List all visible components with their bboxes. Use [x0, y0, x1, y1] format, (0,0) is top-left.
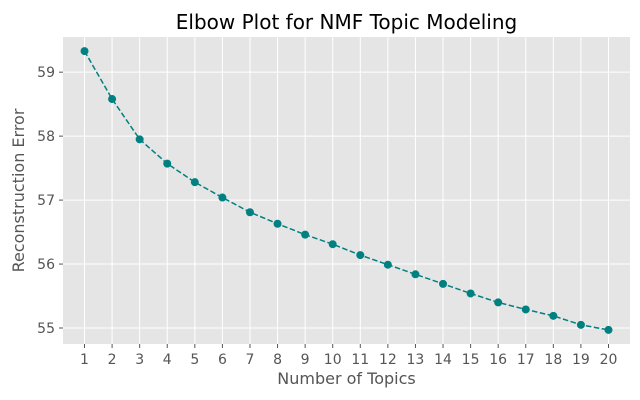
plot-area — [63, 37, 630, 344]
chart-title: Elbow Plot for NMF Topic Modeling — [176, 10, 517, 34]
data-point — [135, 135, 144, 144]
data-point — [190, 178, 199, 187]
data-point — [521, 305, 530, 314]
data-point — [356, 251, 365, 260]
x-tick-label: 9 — [301, 352, 310, 368]
data-point — [108, 95, 117, 104]
y-tick-label: 55 — [37, 321, 55, 337]
x-tick-label: 15 — [462, 352, 480, 368]
series-line — [83, 50, 609, 331]
y-tick-label: 59 — [37, 65, 55, 81]
x-tick-label: 13 — [407, 352, 425, 368]
x-tick-label: 5 — [190, 352, 199, 368]
x-tick-label: 3 — [135, 352, 144, 368]
data-point — [576, 320, 585, 329]
data-point — [383, 260, 392, 269]
x-axis-label: Number of Topics — [277, 369, 415, 388]
x-tick-label: 12 — [379, 352, 397, 368]
data-point — [80, 47, 89, 56]
data-point — [549, 311, 558, 320]
grid-lines — [63, 37, 630, 344]
x-tick-label: 16 — [489, 352, 507, 368]
x-tick-label: 19 — [572, 352, 590, 368]
x-tick-label: 17 — [517, 352, 535, 368]
y-axis-label: Reconstruction Error — [9, 108, 28, 272]
data-point — [439, 279, 448, 288]
x-axis-ticks: 1 2 3 4 5 6 7 8 9 10 11 12 13 14 15 16 17 18 19 20 — [80, 344, 617, 368]
x-tick-label: 20 — [600, 352, 618, 368]
data-point — [604, 325, 613, 334]
x-tick-label: 1 — [80, 352, 89, 368]
series-layer — [80, 47, 613, 334]
data-point — [245, 208, 254, 217]
y-tick-label: 58 — [37, 129, 55, 145]
data-point — [163, 159, 172, 168]
y-tick-label: 56 — [37, 257, 55, 273]
x-tick-label: 11 — [351, 352, 369, 368]
x-tick-label: 8 — [273, 352, 282, 368]
x-tick-label: 7 — [246, 352, 255, 368]
x-tick-label: 2 — [108, 352, 117, 368]
y-tick-label: 57 — [37, 193, 55, 209]
data-point — [494, 298, 503, 307]
data-point — [301, 230, 310, 239]
x-tick-label: 6 — [218, 352, 227, 368]
y-axis-ticks: 55 56 57 58 59 — [37, 65, 63, 337]
data-point — [273, 219, 282, 228]
x-tick-label: 4 — [163, 352, 172, 368]
x-tick-label: 10 — [324, 352, 342, 368]
x-tick-label: 18 — [544, 352, 562, 368]
data-point — [466, 289, 475, 298]
data-point — [328, 240, 337, 249]
x-tick-label: 14 — [434, 352, 452, 368]
data-point — [411, 270, 420, 279]
data-point — [218, 193, 227, 202]
